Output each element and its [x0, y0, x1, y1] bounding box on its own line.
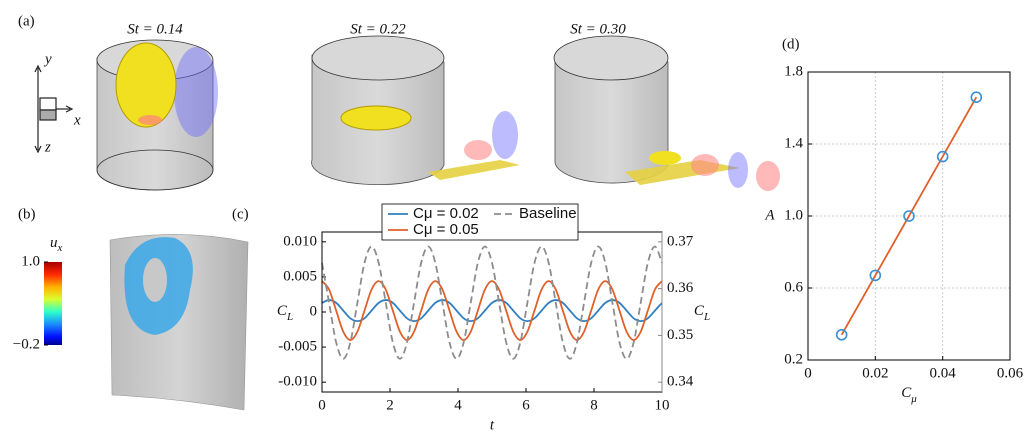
y-tick-label: 0.6 — [784, 279, 803, 295]
marker — [903, 210, 915, 222]
y-tick-label: 0.2 — [784, 351, 803, 367]
y2-axis-label-main: C — [694, 303, 705, 319]
x-axis-label: Cμ — [901, 385, 917, 404]
view-label: St = 0.14 — [127, 21, 183, 37]
panel-label: (d) — [782, 36, 800, 52]
y-tick-label: 1.8 — [784, 63, 803, 79]
view-label: St = 0.22 — [350, 21, 406, 37]
x-tick-label: 0.06 — [997, 365, 1024, 381]
render-view-2 — [311, 35, 520, 186]
panel-label: (b) — [18, 206, 36, 222]
colorbar-tick-label: 1.0 — [21, 253, 40, 269]
marker — [869, 269, 882, 282]
render-view-3 — [553, 35, 780, 191]
x-tick-label: 10 — [655, 397, 670, 413]
y2-axis-label-sub: L — [703, 311, 710, 323]
y-tick-label: 1.0 — [784, 207, 803, 223]
x-axis-label-main: C — [901, 385, 912, 401]
marker — [936, 150, 949, 163]
x-tick-label: 0.04 — [930, 365, 957, 381]
x-axis-label: t — [490, 417, 495, 433]
y2-tick-label: 0.37 — [667, 233, 694, 249]
legend-label: Baseline — [519, 205, 577, 222]
chart: (d) 0 0.02 0.04 0.06 0.2 0.6 1.0 1.4 1.8 — [782, 36, 1024, 381]
series-line — [321, 299, 663, 323]
y-tick-label: -0.005 — [278, 339, 317, 355]
axis-label: x — [73, 112, 81, 128]
render-view-1 — [96, 39, 218, 191]
y-tick-label: 1.4 — [784, 135, 803, 151]
axis-label: z — [44, 139, 51, 155]
panel-label: (a) — [18, 13, 35, 29]
legend — [381, 203, 579, 241]
marker — [835, 328, 848, 341]
series-line — [321, 280, 663, 341]
x-tick-label: 2 — [386, 397, 394, 413]
panel-label: (c) — [232, 206, 249, 222]
x-tick-label: 8 — [590, 397, 598, 413]
y-axis-label-main: C — [277, 303, 288, 319]
series-line — [840, 96, 978, 336]
plot-frame — [807, 71, 1011, 361]
colorbar-title: ux — [50, 235, 63, 253]
y2-tick-label: 0.34 — [667, 374, 694, 390]
y2-tick-label: 0.35 — [667, 327, 693, 343]
y-tick-label: -0.010 — [278, 374, 317, 390]
chart: (c) 0 2 4 6 8 10 -0.010 -0.005 0 0.005 0.010 0.34 0.3… — [232, 203, 694, 413]
plot-frame — [321, 231, 663, 393]
x-tick-label: 4 — [454, 397, 462, 413]
legend-label: Cμ = 0.05 — [413, 221, 479, 238]
axis-triad — [34, 64, 74, 154]
x-tick-label: 0.02 — [862, 365, 888, 381]
colorbar-title-sub: x — [57, 242, 63, 254]
x-axis-label-sub: μ — [910, 393, 917, 405]
colorbar-tick-label: −0.2 — [13, 336, 40, 352]
y2-axis-label: CL — [694, 303, 710, 322]
x-tick-label: 0 — [318, 397, 326, 413]
y2-tick-label: 0.36 — [667, 280, 694, 296]
colorbar — [44, 262, 62, 345]
marker — [970, 91, 983, 103]
y-tick-label: 0.010 — [283, 233, 317, 249]
render-slab — [109, 234, 249, 411]
y-tick-label: 0.005 — [283, 268, 317, 284]
y-axis-label: A — [764, 207, 775, 223]
legend-label: Cμ = 0.02 — [413, 205, 479, 222]
view-label: St = 0.30 — [570, 21, 626, 37]
y-axis-label-sub: L — [286, 311, 293, 323]
x-tick-label: 6 — [522, 397, 530, 413]
axis-label: y — [43, 51, 52, 67]
colorbar-title-main: u — [50, 235, 58, 251]
x-tick-label: 0 — [804, 365, 812, 381]
y-tick-label: 0 — [310, 303, 318, 319]
y-axis-label: CL — [277, 303, 293, 322]
series-line — [321, 245, 663, 360]
